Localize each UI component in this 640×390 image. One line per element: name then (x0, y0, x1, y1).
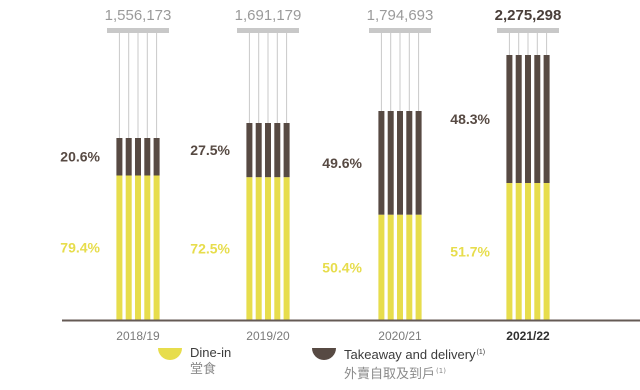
bar-segment-takeaway (525, 55, 531, 183)
bar-segment-takeaway (515, 55, 522, 183)
bar-segment-takeaway (135, 138, 141, 176)
bar-segment-dine-in (525, 182, 531, 320)
bracket-bar (369, 28, 431, 33)
legend-item-takeaway: Takeaway and delivery(1) 外賣自取及到戶(1) (312, 344, 485, 383)
data-label-dine-in: 72.5% (190, 241, 230, 257)
bar-segment-takeaway (116, 138, 123, 176)
bar-segment-takeaway (265, 123, 271, 178)
total-label: 1,794,693 (367, 7, 434, 24)
total-label: 1,691,179 (235, 7, 302, 24)
bar-segment-dine-in (283, 177, 290, 320)
legend-label-takeaway-zh: 外賣自取及到戶 (344, 367, 436, 382)
bar-segment-dine-in (506, 182, 513, 320)
bracket-bar (497, 28, 559, 33)
data-label-dine-in: 50.4% (322, 259, 362, 275)
bar-segment-takeaway (415, 111, 422, 215)
bar-segment-takeaway (406, 111, 413, 215)
legend-label-dine-in-zh: 堂食 (190, 362, 217, 377)
data-label-takeaway: 27.5% (190, 142, 230, 158)
bar-segment-dine-in (125, 175, 132, 320)
category-label: 2019/20 (246, 329, 290, 343)
bar-segment-dine-in (397, 214, 403, 320)
legend-swatch-dine-in (158, 348, 182, 360)
legend-footnote-takeaway-zh: (1) (436, 367, 446, 375)
data-label-dine-in: 51.7% (450, 243, 490, 259)
bar-segment-takeaway (255, 123, 262, 178)
bracket-bar (237, 28, 299, 33)
bar-segment-takeaway (387, 111, 394, 215)
bar-segment-takeaway (246, 123, 253, 178)
total-label: 2,275,298 (495, 7, 562, 24)
bar-segment-takeaway (274, 123, 281, 178)
total-label: 1,556,173 (105, 7, 172, 24)
bar-segment-takeaway (144, 138, 151, 176)
bar-segment-takeaway (283, 123, 290, 178)
data-label-takeaway: 20.6% (60, 149, 100, 165)
bar-segment-dine-in (135, 175, 141, 320)
bar-segment-dine-in (415, 214, 422, 320)
bar-segment-dine-in (387, 214, 394, 320)
bar-segment-dine-in (265, 177, 271, 320)
bar-segment-dine-in (406, 214, 413, 320)
bar-segment-dine-in (534, 182, 541, 320)
category-label: 2020/21 (378, 329, 422, 343)
legend-label-dine-in: Dine-in (190, 345, 232, 360)
bar-segment-takeaway (534, 55, 541, 183)
bar-segment-takeaway (506, 55, 513, 183)
bar-segment-dine-in (246, 177, 253, 320)
legend-label-takeaway: Takeaway and delivery (344, 347, 476, 362)
bar-segment-dine-in (515, 182, 522, 320)
bar-segment-takeaway (378, 111, 385, 215)
bar-segment-dine-in (543, 182, 550, 320)
bar-segment-takeaway (125, 138, 132, 176)
bar-segment-dine-in (274, 177, 281, 320)
bar-segment-dine-in (116, 175, 123, 320)
bar-segment-takeaway (397, 111, 403, 215)
legend-swatch-takeaway (312, 348, 336, 360)
data-label-dine-in: 79.4% (60, 240, 100, 256)
bar-segment-takeaway (153, 138, 160, 176)
data-label-takeaway: 48.3% (450, 111, 490, 127)
bracket-bar (107, 28, 169, 33)
category-label: 2021/22 (506, 329, 550, 343)
bar-segment-dine-in (255, 177, 262, 320)
legend-footnote-takeaway: (1) (476, 349, 486, 356)
bar-segment-dine-in (144, 175, 151, 320)
bar-segment-takeaway (543, 55, 550, 183)
bar-segment-dine-in (378, 214, 385, 320)
data-label-takeaway: 49.6% (322, 155, 362, 171)
category-label: 2018/19 (116, 329, 160, 343)
legend-item-dine-in: Dine-in 堂食 (158, 344, 231, 378)
bar-segment-dine-in (153, 175, 160, 320)
